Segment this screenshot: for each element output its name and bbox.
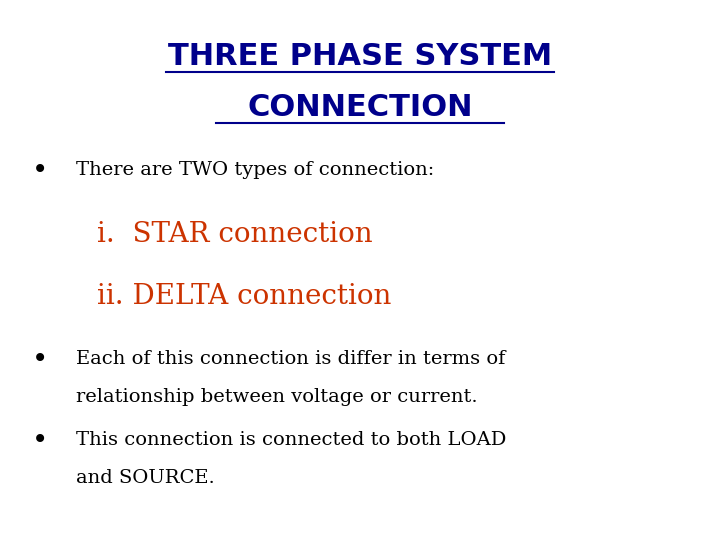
Text: ii. DELTA connection: ii. DELTA connection [97,284,392,310]
Text: CONNECTION: CONNECTION [247,93,473,123]
Text: •: • [32,426,48,454]
Text: This connection is connected to both LOAD: This connection is connected to both LOA… [76,431,506,449]
Text: and SOURCE.: and SOURCE. [76,469,215,487]
Text: •: • [32,156,48,184]
Text: THREE PHASE SYSTEM: THREE PHASE SYSTEM [168,42,552,71]
Text: •: • [32,345,48,373]
Text: relationship between voltage or current.: relationship between voltage or current. [76,388,477,406]
Text: i.  STAR connection: i. STAR connection [97,221,373,248]
Text: Each of this connection is differ in terms of: Each of this connection is differ in ter… [76,350,505,368]
Text: There are TWO types of connection:: There are TWO types of connection: [76,161,434,179]
